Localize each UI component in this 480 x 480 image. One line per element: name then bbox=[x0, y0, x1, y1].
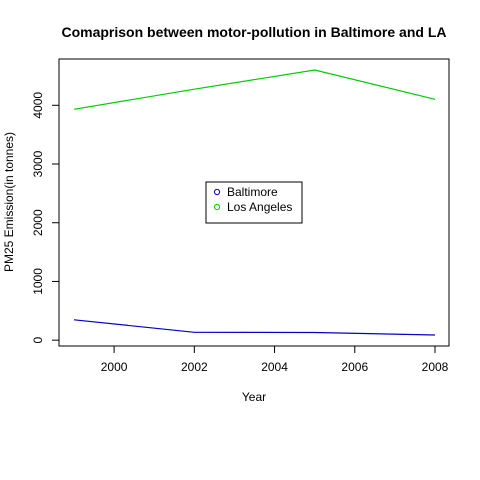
series-line-1 bbox=[73, 69, 436, 110]
legend-label: Los Angeles bbox=[227, 200, 292, 214]
y-tick-label: 1000 bbox=[31, 268, 45, 295]
legend-label: Baltimore bbox=[227, 185, 278, 199]
x-tick-label: 2002 bbox=[181, 360, 208, 374]
series-line-0 bbox=[73, 319, 436, 336]
y-tick-label: 2000 bbox=[31, 209, 45, 236]
legend-marker bbox=[213, 203, 221, 211]
y-tick-label: 4000 bbox=[31, 92, 45, 119]
x-tick-label: 2004 bbox=[261, 360, 288, 374]
legend-marker bbox=[213, 188, 221, 196]
chart-title: Comaprison between motor-pollution in Ba… bbox=[61, 24, 446, 40]
y-tick-label: 0 bbox=[31, 337, 45, 344]
axes: 2000 2002 2004 2006 2008 0 1000 2000 3000 4000 bbox=[31, 92, 449, 374]
series-lines bbox=[73, 69, 436, 336]
x-tick-label: 2006 bbox=[341, 360, 368, 374]
x-tick-label: 2000 bbox=[101, 360, 128, 374]
y-axis-label: PM25 Emission(in tonnes) bbox=[2, 132, 16, 272]
y-tick-label: 3000 bbox=[31, 150, 45, 177]
x-axis-label: Year bbox=[242, 390, 266, 404]
legend-box bbox=[205, 181, 303, 224]
x-tick-label: 2008 bbox=[422, 360, 449, 374]
